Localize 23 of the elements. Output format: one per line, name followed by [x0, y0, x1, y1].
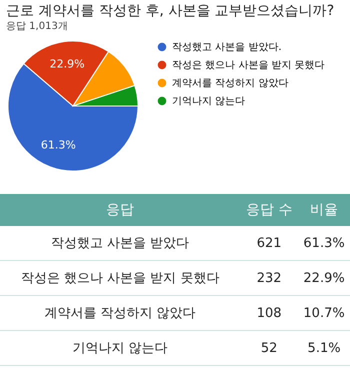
data-label: 22.9%	[50, 57, 85, 70]
text: 10.7%	[298, 296, 350, 330]
legend-label: 작성했고 사본을 받았다.	[172, 42, 282, 53]
text: 108	[240, 296, 298, 330]
text: 232	[240, 260, 298, 296]
data-label: 61.3%	[40, 138, 76, 152]
text: 응답 수	[240, 194, 298, 226]
legend-label: 기억나지 않는다	[172, 96, 246, 107]
chart-title: 근로 계약서를 작성한 후, 사본을 교부받으셨습니까?	[6, 3, 334, 19]
legend-label: 작성은 했으나 사본을 받지 못했다	[172, 60, 325, 71]
text: 61.3%	[298, 226, 350, 260]
text: 비율	[298, 194, 350, 226]
chart-subtitle: 응답 1,013개	[6, 21, 68, 32]
text: 기억나지 않는다	[0, 330, 240, 366]
legend-label: 계약서를 작성하지 않았다	[172, 78, 288, 89]
text: 계약서를 작성하지 않았다	[0, 296, 240, 330]
text: 작성했고 사본을 받았다	[0, 226, 240, 260]
text: 621	[240, 226, 298, 260]
text: 응답	[0, 194, 240, 226]
text: 작성은 했으나 사본을 받지 못했다	[0, 260, 240, 296]
text: 22.9%	[298, 260, 350, 296]
text: 5.1%	[298, 330, 350, 366]
text: 52	[240, 330, 298, 366]
